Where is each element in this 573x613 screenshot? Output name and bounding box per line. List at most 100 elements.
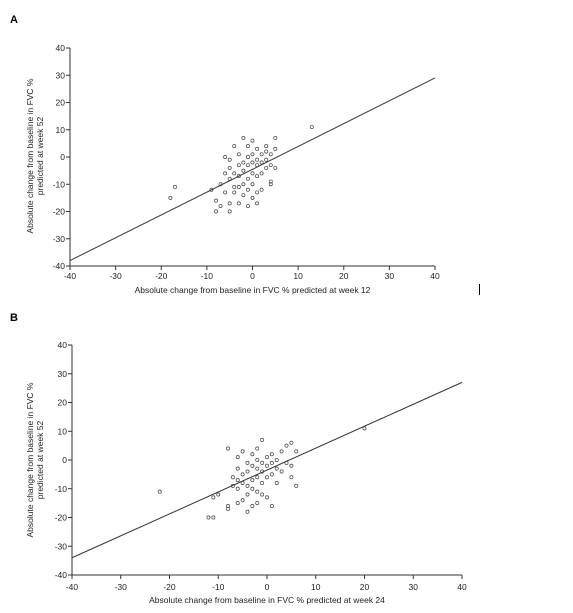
data-point — [240, 472, 245, 477]
data-point — [157, 489, 162, 494]
data-point — [232, 144, 237, 149]
data-point — [269, 472, 274, 477]
panel-label-a: A — [10, 14, 18, 26]
y-tick-label: -40 — [55, 570, 68, 580]
data-point — [236, 163, 241, 168]
data-point — [264, 165, 269, 170]
data-point — [230, 475, 235, 480]
y-tick-label: 40 — [56, 43, 66, 53]
x-tick-label: -10 — [212, 582, 225, 592]
y-tick-label: 0 — [60, 152, 65, 162]
data-point — [232, 185, 237, 189]
data-point — [209, 187, 214, 192]
data-point — [255, 174, 260, 179]
data-point — [260, 437, 265, 442]
y-tick-label: 20 — [58, 398, 68, 408]
data-point — [218, 182, 223, 187]
data-point — [235, 486, 240, 491]
data-point — [255, 466, 260, 471]
data-point — [268, 152, 273, 157]
data-point — [240, 481, 245, 485]
data-point — [284, 443, 289, 448]
regression-line — [71, 381, 463, 559]
data-point — [255, 446, 260, 451]
data-point — [265, 475, 269, 480]
data-point — [255, 201, 260, 206]
data-point — [245, 509, 250, 514]
data-point — [241, 168, 246, 173]
data-point — [211, 515, 216, 520]
data-point — [289, 440, 294, 445]
x-tick-label: 20 — [360, 582, 370, 592]
data-point — [245, 176, 250, 181]
data-point — [294, 483, 299, 488]
y-tick-label: 10 — [58, 426, 68, 436]
data-point — [294, 449, 299, 454]
data-point — [265, 495, 269, 500]
data-point — [250, 504, 255, 508]
data-point — [268, 182, 273, 187]
x-tick-label: 0 — [265, 582, 270, 592]
data-point — [255, 458, 260, 462]
y-tick-label: 30 — [56, 70, 66, 80]
y-axis-label-line-1: Absolute change from baseline in FVC % — [25, 78, 35, 233]
y-tick-label: -20 — [55, 513, 68, 523]
data-point — [259, 160, 264, 165]
data-point — [362, 426, 367, 431]
data-point — [245, 204, 250, 208]
data-point — [245, 492, 250, 497]
data-point — [227, 176, 232, 181]
x-tick-label: -40 — [64, 271, 77, 281]
x-tick-label: 10 — [293, 271, 303, 281]
y-tick-label: -30 — [55, 541, 68, 551]
data-point — [255, 501, 260, 506]
data-point — [214, 209, 218, 214]
text-cursor — [479, 284, 480, 295]
data-point — [241, 182, 246, 187]
data-point — [168, 195, 173, 200]
data-point — [284, 460, 289, 465]
data-point — [250, 160, 255, 165]
x-tick-label: 30 — [409, 582, 419, 592]
data-point — [227, 209, 232, 214]
data-point — [227, 201, 232, 206]
y-tick-label: 30 — [58, 369, 68, 379]
y-tick-label: -40 — [53, 261, 66, 271]
x-tick-label: 30 — [385, 271, 395, 281]
data-point — [206, 515, 211, 520]
regression-line — [69, 77, 436, 261]
data-point — [245, 187, 250, 192]
data-point — [211, 495, 216, 500]
data-point — [264, 144, 269, 149]
data-point — [273, 146, 278, 151]
data-point — [265, 455, 269, 460]
data-point — [250, 152, 255, 157]
data-point — [268, 163, 273, 168]
chart-a: -40 -30 -20 -10 0 10 20 30 40 -40 -30 -20 -10 0 10 20 30… — [25, 43, 440, 295]
data-point — [245, 483, 250, 488]
x-axis-label: Absolute change from baseline in FVC % p… — [135, 285, 371, 295]
data-point — [245, 144, 250, 149]
chart-b: -40 -30 -20 -10 0 10 20 30 40 -40 -30 -20 -10 0 10 20 30… — [25, 340, 467, 605]
data-point — [223, 171, 228, 176]
data-point — [259, 187, 264, 192]
data-point — [260, 492, 265, 497]
data-point — [250, 486, 255, 491]
data-point — [274, 458, 279, 462]
data-point — [268, 179, 273, 184]
x-tick-label: 20 — [339, 271, 349, 281]
data-point — [226, 504, 230, 508]
data-point — [235, 478, 240, 483]
data-point — [241, 193, 246, 198]
y-axis-label-line-2: predicted at week 52 — [35, 421, 45, 500]
data-point — [241, 160, 246, 165]
data-point — [250, 478, 255, 483]
y-tick-label: 20 — [56, 98, 66, 108]
data-point — [250, 171, 255, 176]
y-tick-label: -10 — [55, 484, 68, 494]
data-point — [260, 481, 265, 485]
data-point — [264, 149, 269, 154]
x-tick-label: 40 — [430, 271, 440, 281]
data-point — [236, 174, 241, 179]
